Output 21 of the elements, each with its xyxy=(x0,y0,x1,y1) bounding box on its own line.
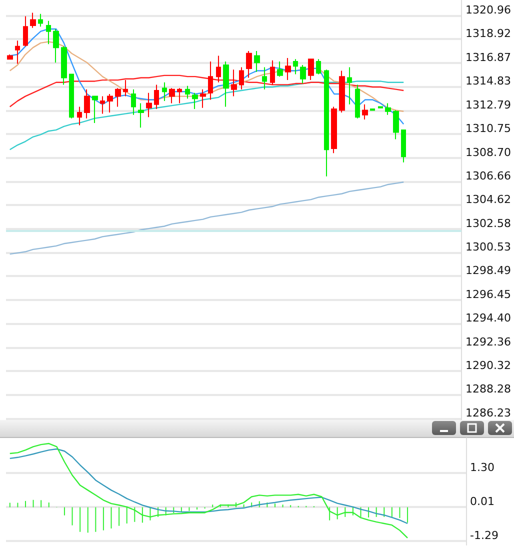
y-tick-label: 1.30 xyxy=(470,461,494,474)
y-tick-label: 1288.28 xyxy=(466,382,512,396)
y-tick-label: 1298.49 xyxy=(466,264,512,278)
y-tick-label: 1316.87 xyxy=(466,51,512,64)
y-tick-label: 1308.70 xyxy=(466,146,512,159)
y-tick-label: 1310.75 xyxy=(466,122,512,136)
y-tick-label: 1314.83 xyxy=(466,74,512,88)
y-tick-label: 1286.23 xyxy=(466,406,512,420)
y-tick-label: 1296.45 xyxy=(466,288,512,301)
y-tick-label: 1300.53 xyxy=(466,240,512,254)
y-tick-label: -1.29 xyxy=(470,529,498,542)
y-tick-label: 1302.58 xyxy=(466,216,512,230)
y-tick-label: 1312.79 xyxy=(466,98,512,112)
y-tick-label: 1304.62 xyxy=(466,193,512,206)
y-tick-label: 1320.96 xyxy=(466,4,512,17)
y-tick-label: 1306.66 xyxy=(466,169,512,182)
y-tick-label: 1294.40 xyxy=(466,312,512,325)
y-tick-label: 0.01 xyxy=(470,494,494,508)
y-tick-label: 1318.92 xyxy=(466,27,512,40)
y-tick-label: 1290.32 xyxy=(466,359,512,372)
y-tick-label: 1292.36 xyxy=(466,335,512,348)
